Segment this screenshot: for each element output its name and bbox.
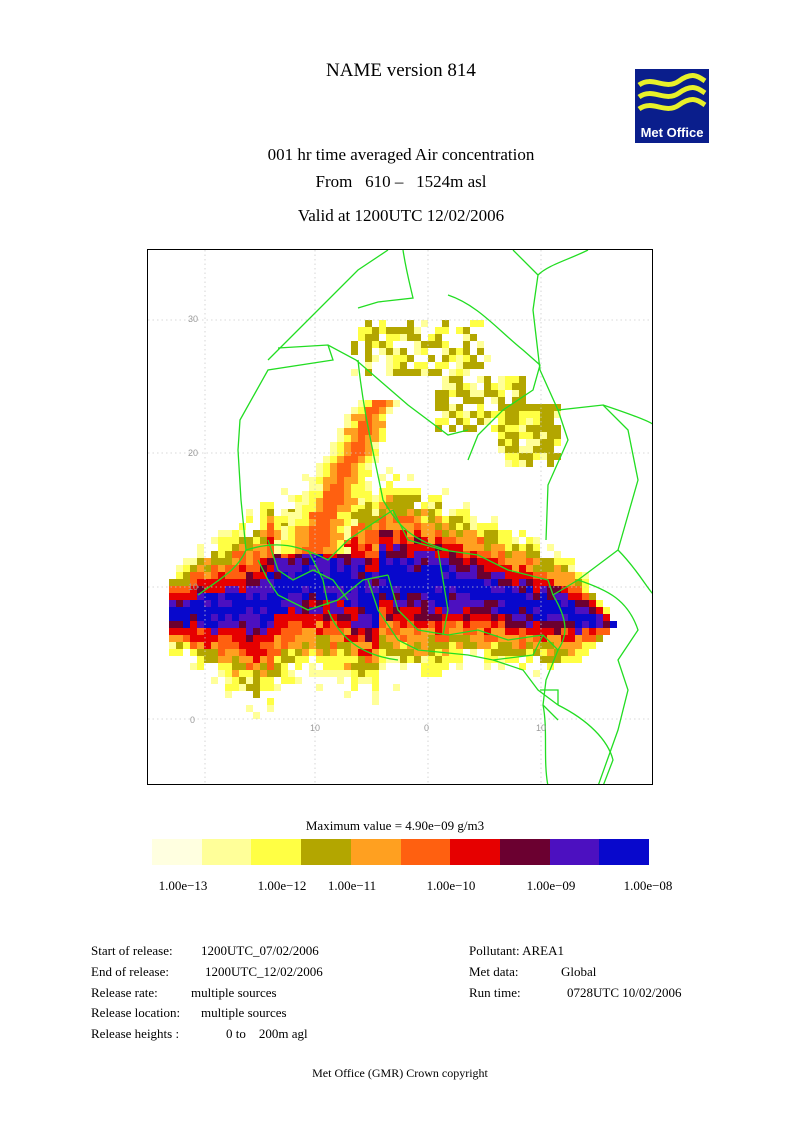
footer-copyright: Met Office (GMR) Crown copyright: [312, 1066, 488, 1080]
country-borders: [197, 250, 652, 784]
max-value-label: Maximum value = 4.90e−09 g/m3: [305, 818, 485, 833]
scale-label-1e-09: 1.00e−09: [526, 878, 576, 893]
color-swatch-1: [201, 839, 252, 865]
color-swatch-4: [350, 839, 401, 865]
scale-label-1e-12: 1.00e−12: [257, 878, 307, 893]
scale-label-1e-10: 1.00e−10: [426, 878, 476, 893]
release-location-value: multiple sources: [201, 1005, 287, 1020]
logo-text: Met Office: [641, 125, 704, 140]
color-swatch-6: [450, 839, 500, 865]
model-title: NAME version 814: [326, 60, 476, 81]
lat-label-20: 20: [188, 448, 198, 458]
run-time-label: Run time:: [469, 985, 521, 1000]
pollutant-value: AREA1: [522, 943, 564, 958]
release-heights-label: Release heights :: [91, 1026, 180, 1041]
scale-label-1e-08: 1.00e−08: [623, 878, 673, 893]
map-canvas: 30 20 10 0 10 0 10: [148, 250, 652, 784]
run-time: Run time: 0728UTC 10/02/2006: [469, 985, 681, 1001]
release-location-label: Release location:: [91, 1005, 181, 1020]
lat-label-30: 30: [188, 314, 198, 324]
scale-label-1e-13: 1.00e−13: [158, 878, 208, 893]
met-data: Met data: Global: [469, 964, 596, 980]
color-swatch-0: [152, 839, 202, 865]
release-end: End of release: 1200UTC_12/02/2006: [91, 964, 323, 980]
release-start-label: Start of release:: [91, 943, 173, 958]
met-data-label: Met data:: [469, 964, 519, 979]
subtitle-line1: 001 hr time averaged Air concentration: [267, 145, 535, 164]
color-scale: [152, 839, 650, 865]
met-data-value: Global: [561, 964, 597, 979]
met-office-logo: Met Office: [635, 69, 709, 143]
release-rate: Release rate: multiple sources: [91, 985, 277, 1001]
concentration-map: 30 20 10 0 10 0 10: [147, 249, 653, 785]
lon-label-10w: 10: [310, 723, 320, 733]
release-rate-label: Release rate:: [91, 985, 158, 1000]
pollutant-label: Pollutant:: [469, 943, 520, 958]
lon-label-0: 0: [424, 723, 429, 733]
release-end-value: 1200UTC_12/02/2006: [205, 964, 323, 979]
release-start-value: 1200UTC_07/02/2006: [201, 943, 319, 958]
color-swatch-8: [549, 839, 600, 865]
subtitle-line2: From 610 – 1524m asl: [315, 172, 487, 191]
release-heights: Release heights : 0 to 200m agl: [91, 1026, 308, 1042]
color-swatch-3: [301, 839, 351, 865]
color-swatch-5: [400, 839, 451, 865]
release-heights-value: 0 to 200m agl: [226, 1026, 308, 1041]
lon-label-10e: 10: [536, 723, 546, 733]
release-location: Release location: multiple sources: [91, 1005, 287, 1021]
scale-label-1e-11: 1.00e−11: [327, 878, 377, 893]
color-swatch-7: [499, 839, 550, 865]
release-end-label: End of release:: [91, 964, 169, 979]
run-time-value: 0728UTC 10/02/2006: [567, 985, 682, 1000]
release-start: Start of release: 1200UTC_07/02/2006: [91, 943, 319, 959]
lat-label-10: 10: [188, 582, 198, 592]
pollutant: Pollutant: AREA1: [469, 943, 564, 959]
valid-time: Valid at 1200UTC 12/02/2006: [297, 206, 505, 225]
color-swatch-9: [599, 839, 650, 865]
color-swatch-2: [251, 839, 302, 865]
lat-label-0: 0: [190, 715, 195, 725]
release-rate-value: multiple sources: [191, 985, 277, 1000]
map-grid: [148, 250, 652, 784]
